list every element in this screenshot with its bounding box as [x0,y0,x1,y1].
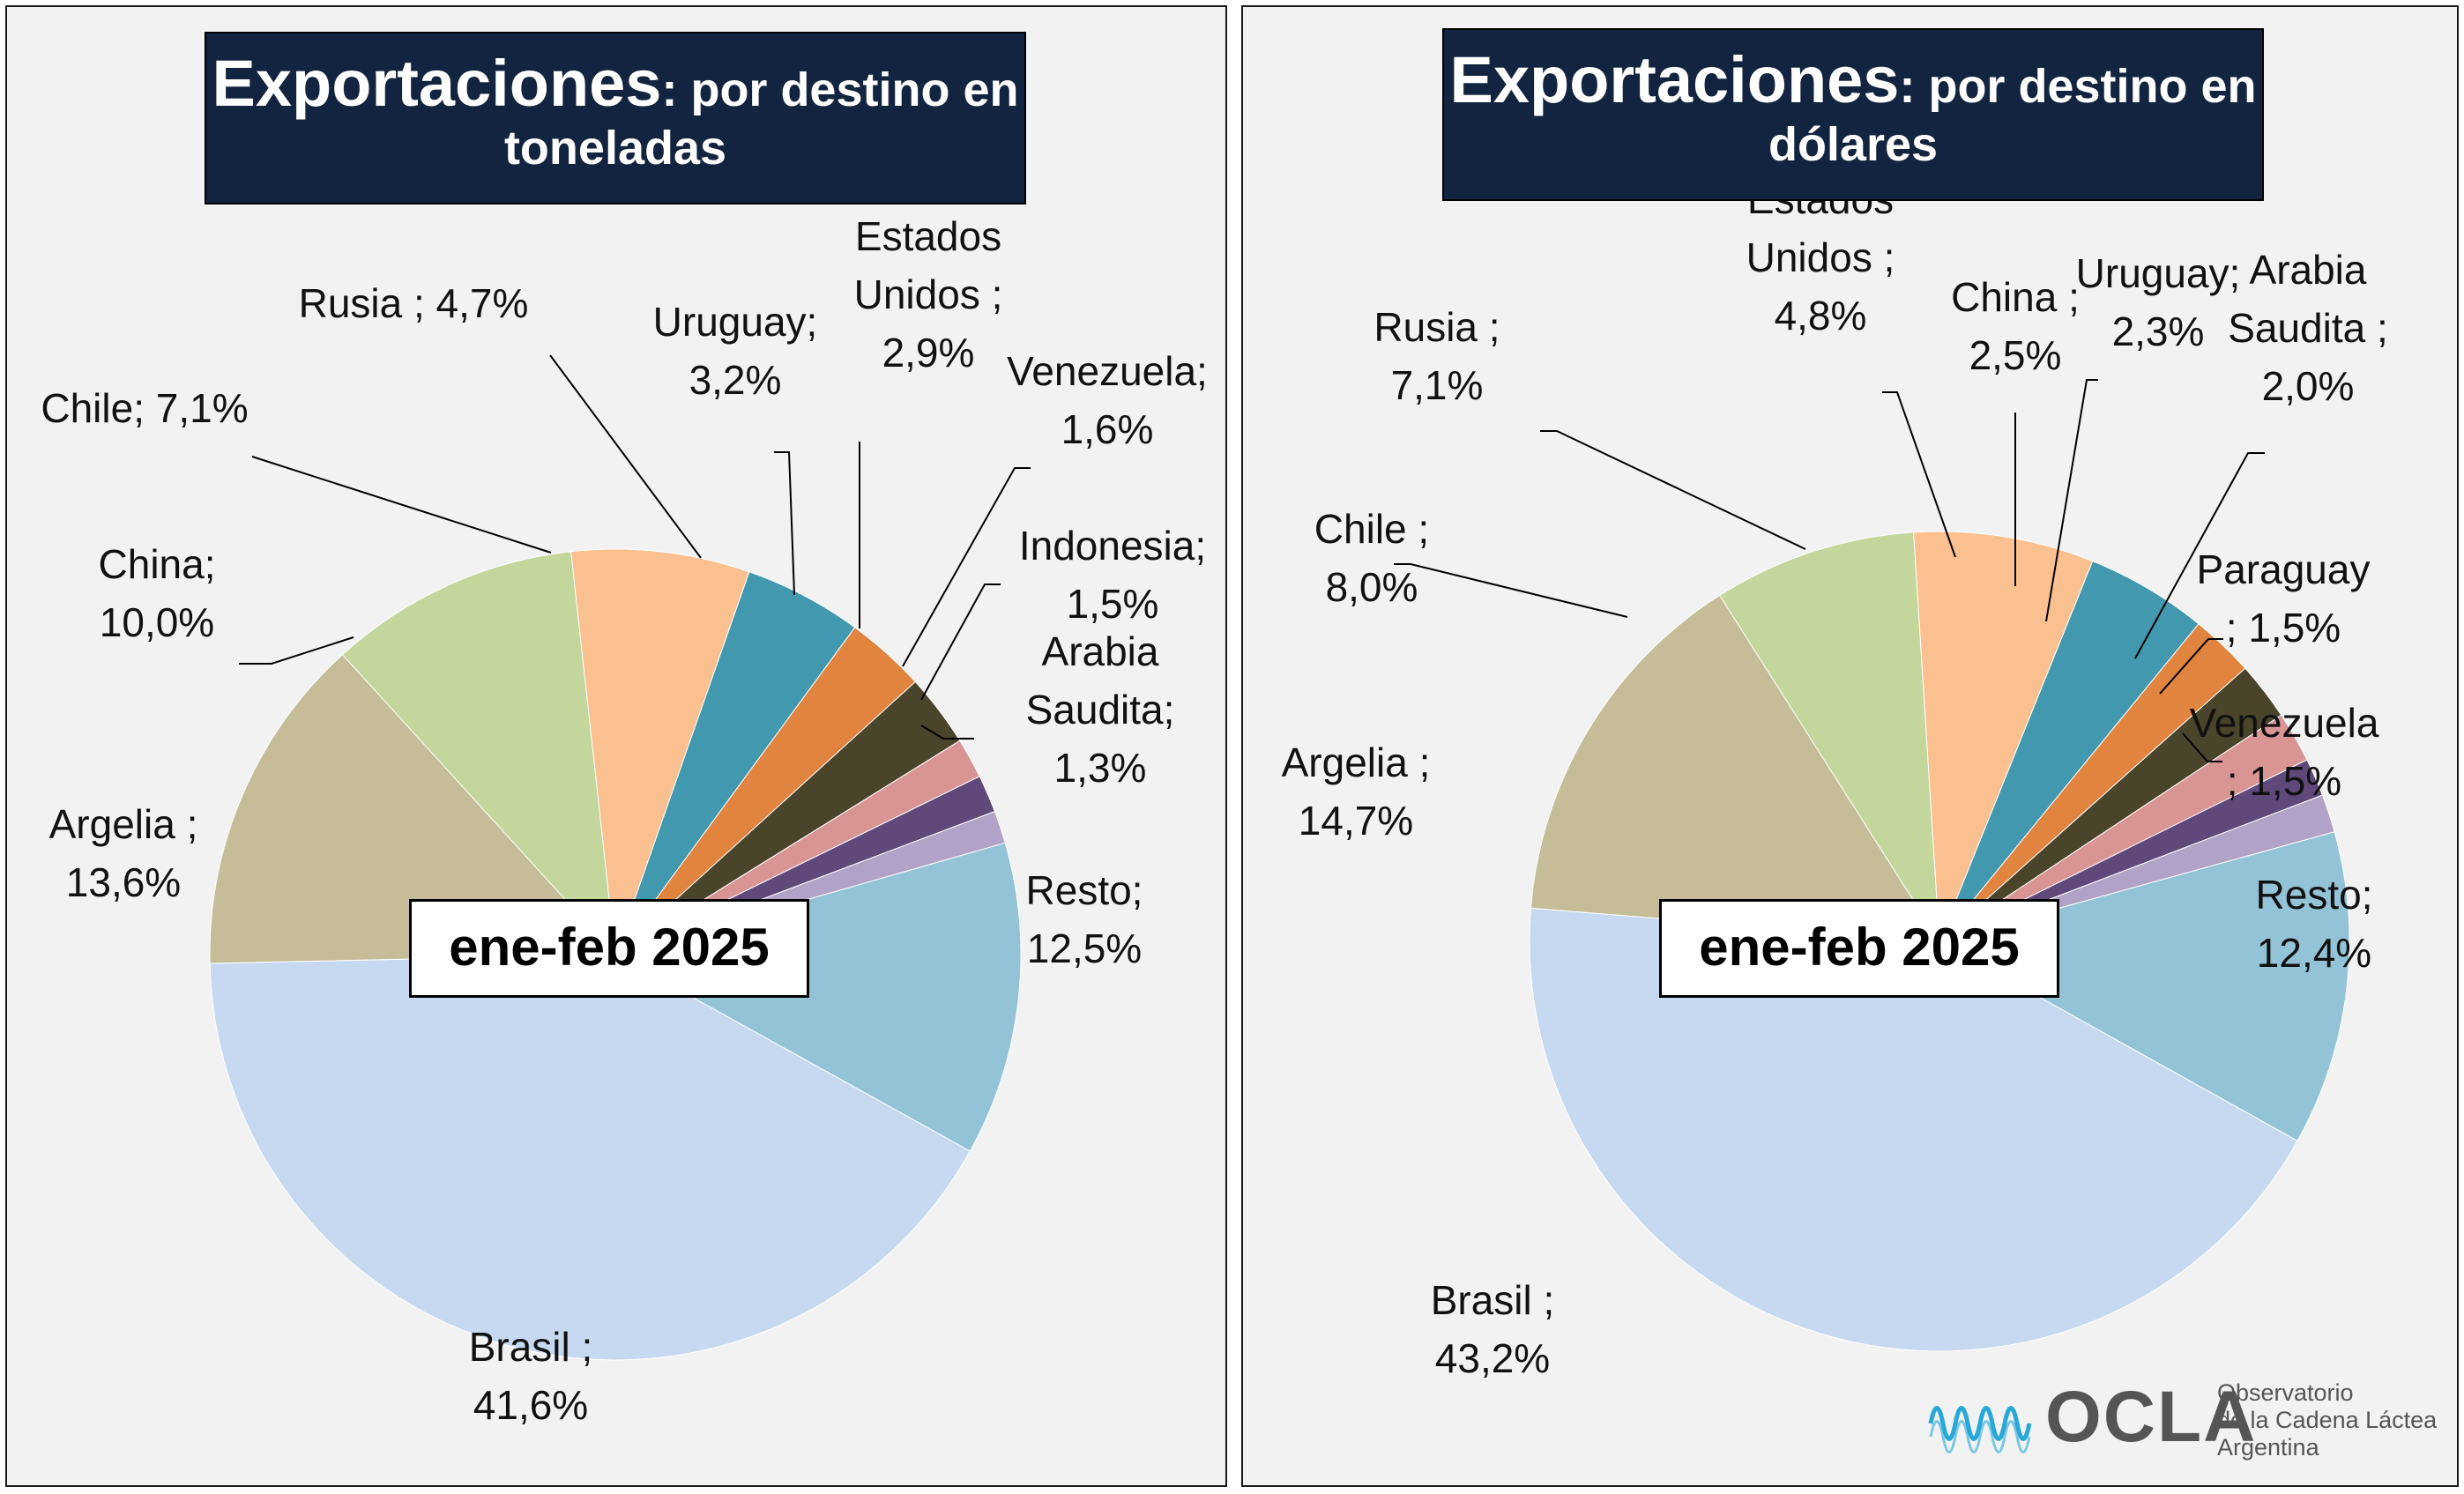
data-label-venezuela: Venezuela; 1,5% [2190,700,2379,804]
milk-wave-icon [1928,1406,2032,1453]
pie-slice-chile [570,548,750,955]
chart-title: Exportaciones: por destino en dólares [1442,28,2264,201]
chart-panel-toneladas: Resto; 12,5% Brasil ; 41,6% Argelia ; 13,6% Ch… [5,5,1227,1487]
leader-line-china [239,636,354,665]
title-main: Exportaciones [212,47,662,120]
pie-chart-toneladas: Resto; 12,5% Brasil ; 41,6% Argelia ; 13,6% Ch… [41,213,1208,1428]
data-label-rusia: Rusia ; 4,7% [299,280,529,326]
data-label-rusia: Rusia ; 7,1% [1373,304,1500,408]
data-label-resto: Resto; 12,4% [2256,872,2373,976]
pie-slices [1529,531,2350,1352]
leader-line-indonesia [920,583,1001,701]
data-label-uruguay: Uruguay; 2,3% [2076,250,2241,354]
pie-slice-argelia [1530,594,1940,942]
chart-panel-dolares: Resto; 12,4% Brasil ; 43,2% Argelia ; 14,7% Ch… [1241,5,2459,1487]
ocla-logo: OCLA Observatorio de la Cadena Láctea Ar… [1926,1371,2455,1485]
leader-line-paraguay [2159,638,2223,695]
period-label: ene-feb 2025 [1659,899,2059,998]
data-label-brasil: Brasil ; 43,2% [1431,1277,1555,1381]
data-label-argelia: Argelia ; 14,7% [1282,740,1431,844]
pie-slice-chile [1719,531,1940,942]
data-label-argelia: Argelia ; 13,6% [49,801,198,905]
title-main: Exportaciones [1449,43,1900,116]
pie-slice-resto [614,842,1022,1152]
leader-line-rusia [549,354,702,559]
leader-line-rusia [1540,430,1806,550]
leader-line-arabia-saudita [2134,452,2265,659]
leader-line-venezuela [2182,732,2222,762]
chart-title: Exportaciones: por destino en toneladas [205,32,1026,204]
data-label-china: China; 10,0% [99,541,216,645]
data-label-chile: Chile ; 8,0% [1314,506,1429,610]
logo-name: OCLA [2045,1377,2258,1457]
data-label-arabia-saudita: Arabia Saudita ; 2,0% [2228,247,2388,409]
data-label-brasil: Brasil ; 41,6% [469,1324,593,1428]
pie-slice-brasil [209,954,971,1361]
data-label-estados-unidos: Estados Unidos ; 2,9% [854,213,1003,375]
leader-line-chile [1394,563,1628,618]
leader-line-uruguay [774,451,795,596]
pie-slice-argelia [209,653,617,964]
leader-line-venezuela [902,467,1031,667]
title-sub-line2: dólares [1768,118,1939,172]
leader-line-uruguay [2045,379,2098,622]
pie-slice-china [341,551,616,956]
pie-chart-dolares: Resto; 12,4% Brasil ; 43,2% Argelia ; 14,7% Ch… [1282,176,2388,1381]
pie-slice-rusia [1913,531,2094,942]
data-label-venezuela: Venezuela; 1,6% [1007,348,1208,452]
pie-slice-brasil [1529,907,2298,1352]
pie-slices [209,548,1022,1361]
logo-line1: Observatorio [2217,1379,2354,1406]
data-label-paraguay: Paraguay; 1,5% [2197,546,2371,650]
title-sub-line1: : por destino en [661,63,1019,116]
leader-line-estados-unidos [1882,391,1956,558]
title-sub-line1: : por destino en [1899,60,2257,113]
data-label-arabia-saudita: Arabia Saudita; 1,3% [1026,628,1175,791]
leader-line-arabia-saudita [920,725,974,740]
leader-line-chile [251,456,552,554]
logo-subtitle: Observatorio de la Cadena Láctea Argenti… [2217,1379,2437,1461]
period-label: ene-feb 2025 [409,899,809,998]
data-label-resto: Resto; 12,5% [1026,867,1143,971]
data-label-indonesia: Indonesia; 1,5% [1019,523,1206,627]
data-label-uruguay: Uruguay; 3,2% [653,299,818,403]
title-sub-line2: toneladas [503,122,727,175]
logo-line2: de la Cadena Láctea [2217,1407,2438,1434]
data-label-china: China ; 2,5% [1951,274,2080,378]
data-label-chile: Chile; 7,1% [41,385,248,431]
pie-slice-resto [1938,831,2350,1142]
logo-line3: Argentina [2217,1434,2319,1461]
